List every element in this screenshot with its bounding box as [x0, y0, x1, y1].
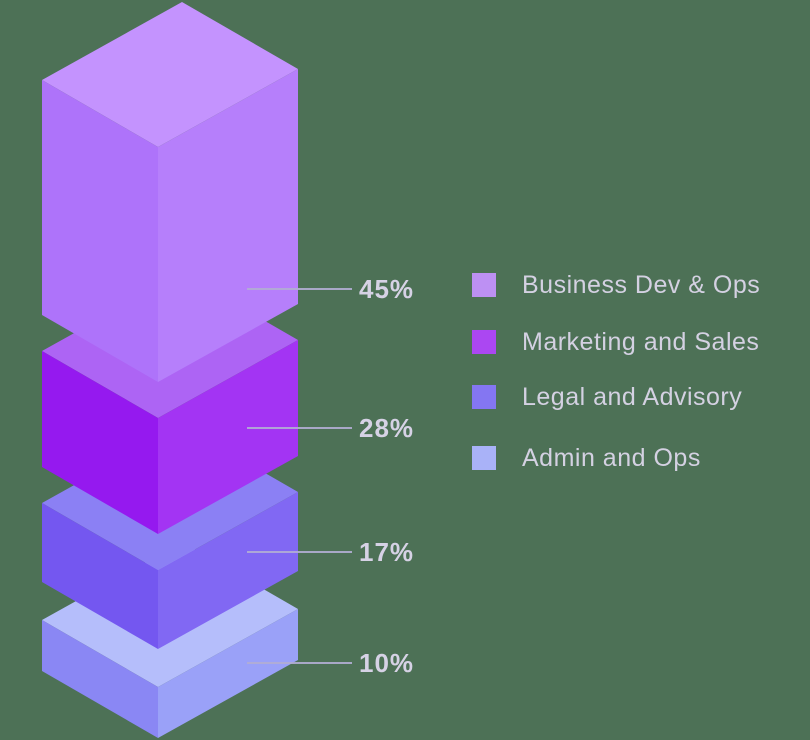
- legend-item-marketing-and-sales: Marketing and Sales: [472, 328, 759, 356]
- legend-item-business-dev-and-ops: Business Dev & Ops: [472, 271, 760, 299]
- segment-marketing-and-sales-left-face: [42, 351, 158, 534]
- value-label-business-dev-and-ops: 45%: [359, 274, 415, 304]
- segment-admin-and-ops-left-face: [42, 620, 158, 738]
- segment-legal-and-advisory-right-face: [158, 492, 298, 649]
- segment-business-dev-ops-left-face: [42, 80, 158, 382]
- legend-label: Marketing and Sales: [522, 327, 760, 356]
- legend-label: Legal and Advisory: [522, 382, 743, 411]
- legend-label: Admin and Ops: [522, 443, 701, 472]
- value-label-marketing-and-sales: 28%: [359, 413, 415, 443]
- segment-legal-and-advisory-left-face: [42, 503, 158, 649]
- segment-admin-and-ops-right-face: [158, 609, 298, 738]
- value-label-legal-and-advisory: 17%: [359, 537, 415, 567]
- legend-swatch-business-dev-and-ops: [472, 273, 496, 297]
- legend-swatch-admin-and-ops: [472, 446, 496, 470]
- value-label-admin-and-ops: 10%: [359, 648, 415, 678]
- legend-swatch-legal-and-advisory: [472, 385, 496, 409]
- legend-label: Business Dev & Ops: [522, 270, 761, 299]
- segment-business-dev-ops-right-face: [158, 69, 298, 382]
- segment-business-dev-ops-top-face: [42, 2, 298, 147]
- segment-marketing-and-sales-right-face: [158, 340, 298, 534]
- legend-item-legal-and-advisory: Legal and Advisory: [472, 383, 742, 411]
- legend-item-admin-and-ops: Admin and Ops: [472, 444, 701, 472]
- legend-swatch-marketing-and-sales: [472, 330, 496, 354]
